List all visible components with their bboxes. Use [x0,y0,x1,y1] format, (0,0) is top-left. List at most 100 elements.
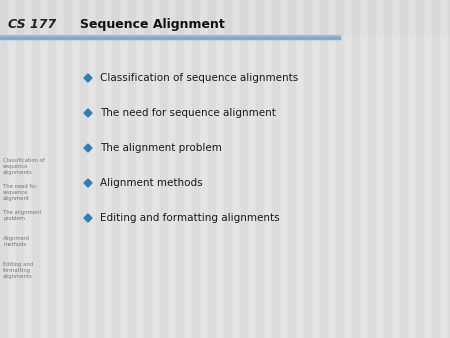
Bar [336,0,344,338]
Bar [176,0,184,35]
Bar [232,0,240,338]
Bar [16,0,24,338]
Bar [240,0,248,35]
Bar [408,0,416,35]
Bar [264,0,272,35]
Bar [152,0,160,35]
Bar [216,0,224,338]
Bar [144,0,152,35]
Bar [224,0,232,338]
Text: The alignment
problem: The alignment problem [3,210,41,221]
Bar [296,0,304,35]
Bar [392,0,400,35]
Polygon shape [84,144,92,152]
Text: The need for
sequence
alignment: The need for sequence alignment [3,184,36,201]
Text: The need for sequence alignment: The need for sequence alignment [100,108,276,118]
Bar [152,0,160,338]
Polygon shape [84,179,92,187]
Bar [0,0,8,35]
Bar [80,0,88,338]
Bar [8,0,16,35]
Bar [304,0,312,35]
Bar [0,35,340,37]
Bar [368,0,376,338]
Bar [40,0,48,338]
Bar [440,0,448,35]
Bar [80,0,88,35]
Bar [88,0,96,35]
Bar [368,0,376,35]
Bar [256,0,264,35]
Bar [176,0,184,338]
Bar [440,0,448,338]
Bar [128,0,136,338]
Bar [168,0,176,338]
Bar [328,0,336,35]
Bar [120,0,128,338]
Bar [424,0,432,35]
Bar [264,0,272,338]
Text: Classification of
sequence
alignments: Classification of sequence alignments [3,158,45,175]
Bar [416,0,424,35]
Text: CS 177: CS 177 [8,18,56,31]
Bar [360,0,368,35]
Bar [328,0,336,338]
Text: Sequence Alignment: Sequence Alignment [80,18,225,31]
Bar [96,0,104,338]
Bar [400,0,408,35]
Bar [192,0,200,35]
Bar [72,0,80,35]
Polygon shape [84,74,92,82]
Bar [24,0,32,35]
Bar [64,0,72,35]
Bar [304,0,312,338]
Bar [96,0,104,35]
Text: Editing and formatting alignments: Editing and formatting alignments [100,213,279,223]
Bar [320,0,328,338]
Bar [56,0,64,35]
Bar [408,0,416,338]
Bar [400,0,408,338]
Bar [376,0,384,35]
Bar [48,0,56,35]
Bar [288,0,296,338]
Bar [208,0,216,35]
Bar [104,0,112,35]
Text: Classification of sequence alignments: Classification of sequence alignments [100,73,298,83]
Bar [184,0,192,35]
Bar [88,0,96,338]
Bar [144,0,152,338]
Bar [392,0,400,338]
Bar [344,0,352,35]
Bar [280,0,288,338]
Text: Alignment methods: Alignment methods [100,178,202,188]
Bar [56,0,64,338]
Polygon shape [84,109,92,117]
Bar [192,0,200,338]
Bar [8,0,16,338]
Bar [0,0,8,338]
Bar [448,0,450,338]
Bar [344,0,352,338]
Bar [232,0,240,35]
Bar [376,0,384,338]
Bar [320,0,328,35]
Bar [288,0,296,35]
Bar [312,0,320,35]
Bar [184,0,192,338]
Text: Alignment
methods: Alignment methods [3,236,31,247]
Text: Editing and
formatting
alignments: Editing and formatting alignments [3,262,33,280]
Bar [168,0,176,35]
Bar [128,0,136,35]
Bar [240,0,248,338]
Text: The alignment problem: The alignment problem [100,143,222,153]
Polygon shape [84,214,92,222]
Bar [0,37,340,39]
Bar [224,0,232,35]
Bar [432,0,440,35]
Bar [104,0,112,338]
Bar [416,0,424,338]
Bar [24,0,32,338]
Bar [336,0,344,35]
Bar [312,0,320,338]
